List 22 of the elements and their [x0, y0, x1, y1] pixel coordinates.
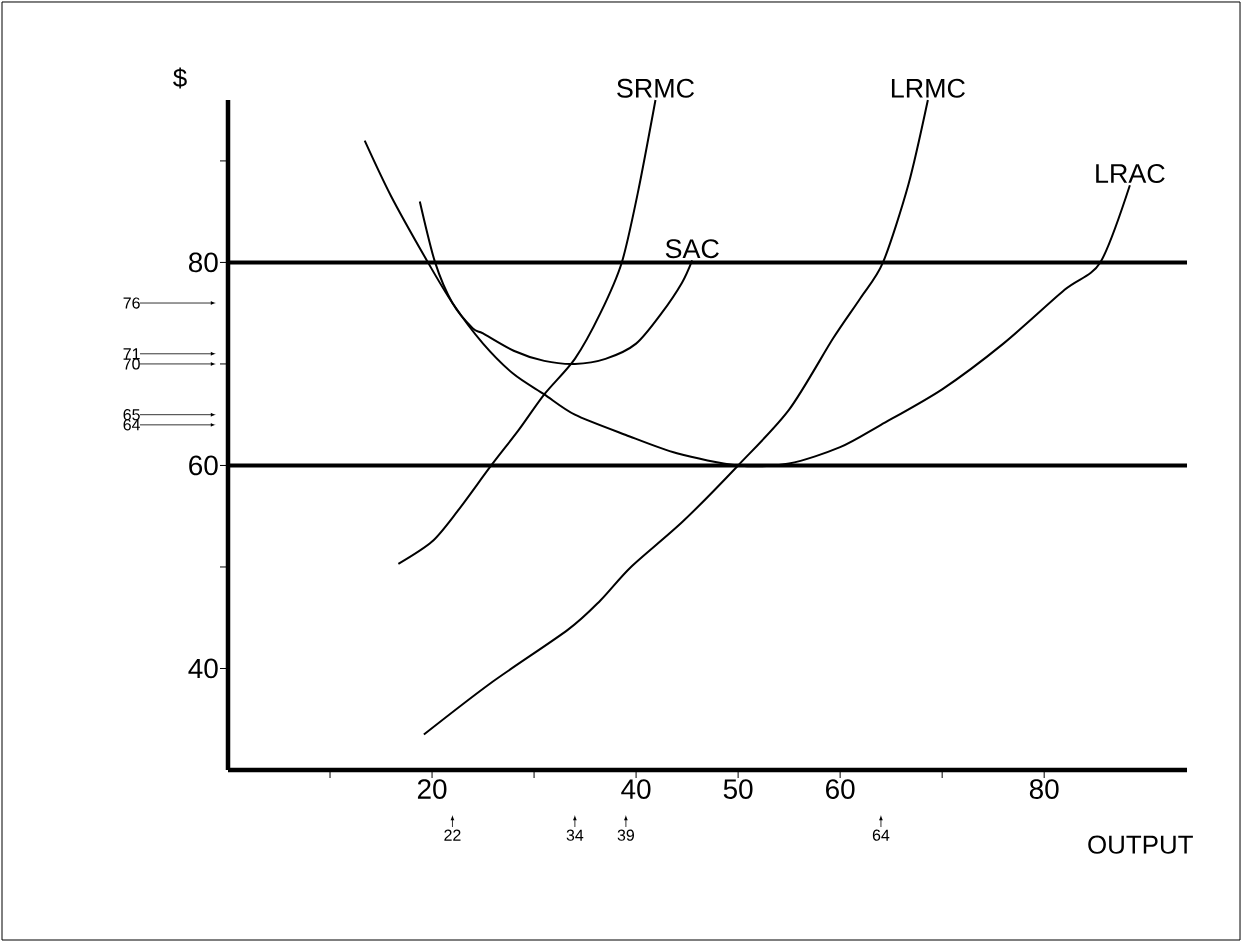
x-axis-title: OUTPUT — [1088, 835, 1193, 854]
series-label: LRMC — [891, 78, 965, 98]
x2-tick-label: 64 — [872, 829, 890, 841]
y2-tick-label: 65 — [123, 409, 140, 421]
y2-tick-label: 71 — [123, 348, 140, 360]
y2-tick-label: 64 — [123, 419, 140, 431]
y2-tick-label: 76 — [123, 297, 140, 309]
x-tick-label: 80 — [1029, 779, 1059, 799]
x2-tick-label: 22 — [444, 829, 461, 841]
x-tick-label: 40 — [621, 779, 651, 799]
series-label: SAC — [665, 239, 719, 259]
series-label: LRAC — [1096, 164, 1165, 184]
y-tick-label: 80 — [188, 252, 218, 273]
x2-tick-label: 34 — [566, 829, 584, 841]
x2-tick-label: 39 — [617, 829, 634, 841]
y-tick-label: 40 — [188, 658, 218, 679]
x-tick-label: 20 — [417, 779, 447, 799]
x-tick-label: 50 — [723, 779, 753, 799]
y-tick-label: 60 — [189, 455, 218, 476]
x-tick-label: 60 — [826, 779, 855, 799]
y-axis-title: $ — [173, 67, 187, 89]
series-label: SRMC — [617, 78, 695, 98]
